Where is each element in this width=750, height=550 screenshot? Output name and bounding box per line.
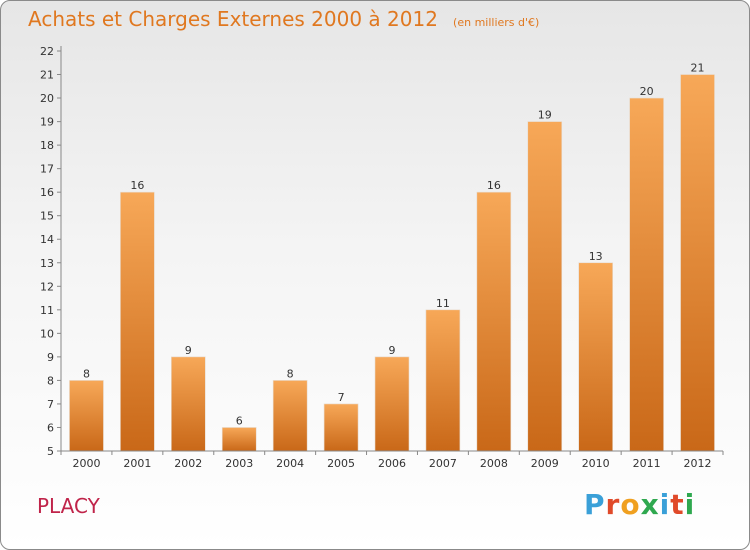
x-tick-label: 2001 xyxy=(123,457,151,470)
bar-2008 xyxy=(476,191,512,452)
y-tick-label: 16 xyxy=(40,186,54,199)
y-tick-label: 14 xyxy=(40,233,54,246)
bar-2000 xyxy=(69,380,104,452)
bar-value-label: 9 xyxy=(185,344,192,357)
chart-title: Achats et Charges Externes 2000 à 2012 xyxy=(28,7,438,31)
x-tick-label: 2002 xyxy=(174,457,202,470)
bar-value-label: 8 xyxy=(83,367,90,380)
brand-letter: i xyxy=(659,488,671,521)
brand-letter: i xyxy=(684,488,696,521)
y-tick-label: 19 xyxy=(40,116,54,129)
y-tick-label: 5 xyxy=(47,445,54,458)
x-tick-label: 2009 xyxy=(531,457,559,470)
bar-value-label: 7 xyxy=(338,391,345,404)
y-tick-label: 22 xyxy=(40,45,54,58)
bar-2005 xyxy=(323,403,359,452)
y-tick-label: 6 xyxy=(47,421,54,434)
brand-letter: x xyxy=(640,488,660,521)
bar-value-label: 9 xyxy=(389,344,396,357)
bar-2006 xyxy=(374,356,410,452)
x-tick-label: 2004 xyxy=(276,457,304,470)
x-tick-label: 2010 xyxy=(582,457,610,470)
bar-2004 xyxy=(272,380,308,452)
x-tick-label: 2007 xyxy=(429,457,457,470)
brand-logo: Proxiti xyxy=(584,488,695,521)
bar-value-label: 19 xyxy=(538,109,552,122)
y-tick-label: 10 xyxy=(40,327,54,340)
x-tick-label: 2005 xyxy=(327,457,355,470)
bar-2012 xyxy=(680,74,715,452)
bar-2002 xyxy=(171,356,206,452)
x-tick-label: 2003 xyxy=(225,457,253,470)
brand-letter: t xyxy=(670,488,685,521)
bar-value-label: 13 xyxy=(589,250,603,263)
bar-2007 xyxy=(425,309,461,452)
y-tick-label: 18 xyxy=(40,139,54,152)
y-tick-label: 9 xyxy=(47,351,54,364)
brand-letter: P xyxy=(584,488,606,521)
bar-value-label: 11 xyxy=(436,297,450,310)
y-tick-label: 8 xyxy=(47,374,54,387)
y-tick-label: 11 xyxy=(40,304,54,317)
bar-value-label: 16 xyxy=(487,179,501,192)
bar-2001 xyxy=(120,191,155,452)
brand-letter: r xyxy=(605,488,621,521)
bar-value-label: 6 xyxy=(236,414,243,427)
axes-layer: 2000 2001 2002 2003 2004 2005 2006 2007 2008 2009… xyxy=(40,45,724,470)
bar-2003 xyxy=(221,427,257,452)
bar-value-label: 16 xyxy=(130,179,144,192)
y-tick-label: 17 xyxy=(40,163,54,176)
x-tick-label: 2000 xyxy=(72,457,100,470)
x-tick-label: 2008 xyxy=(480,457,508,470)
bar-2011 xyxy=(629,97,664,452)
y-tick-label: 12 xyxy=(40,280,54,293)
y-tick-label: 13 xyxy=(40,257,54,270)
y-tick-label: 20 xyxy=(40,92,54,105)
bar-2010 xyxy=(578,262,613,452)
y-tick-label: 7 xyxy=(47,398,54,411)
x-tick-label: 2006 xyxy=(378,457,406,470)
brand-letter: o xyxy=(620,488,641,521)
x-tick-label: 2011 xyxy=(633,457,661,470)
bar-value-label: 8 xyxy=(287,367,294,380)
place-name: PLACY xyxy=(37,494,100,518)
bar-value-label: 20 xyxy=(640,85,654,98)
bar-value-label: 21 xyxy=(691,62,705,75)
chart-subtitle: (en milliers d'€) xyxy=(453,16,540,29)
bars-layer: 8 16 9 6 8 7 9 11 16 19 13 20 21 xyxy=(69,62,715,452)
x-tick-label: 2012 xyxy=(684,457,712,470)
y-tick-label: 15 xyxy=(40,210,54,223)
bar-2009 xyxy=(527,121,563,452)
title-row: Achats et Charges Externes 2000 à 2012 (… xyxy=(28,7,539,31)
y-tick-label: 21 xyxy=(40,69,54,82)
